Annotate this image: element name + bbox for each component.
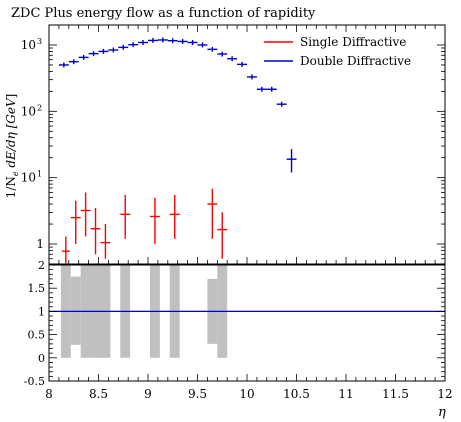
ratio-tick-label: 0.5: [28, 329, 46, 342]
data-point: [90, 207, 101, 255]
x-tick-label: 9: [144, 387, 152, 401]
data-point: [207, 188, 218, 239]
data-point: [187, 39, 198, 45]
data-point: [61, 236, 70, 264]
series-single-diffractive: [61, 188, 228, 264]
ratio-tick-label: 1.5: [28, 282, 46, 295]
ratio-tick-label: 0: [38, 352, 45, 365]
y-tick-label: 1: [36, 237, 44, 251]
data-point: [100, 224, 111, 259]
data-point: [227, 56, 238, 62]
data-point: [217, 212, 228, 259]
legend-entry-double: Double Diffractive: [264, 54, 411, 68]
data-point: [217, 51, 228, 57]
x-tick-label: 11: [338, 387, 353, 401]
x-tick-label: 10.5: [283, 387, 310, 401]
data-point: [276, 101, 287, 107]
data-point: [88, 51, 99, 57]
data-point: [148, 37, 158, 43]
svg-text:1/Ne dE/dη [GeV]: 1/Ne dE/dη [GeV]: [4, 94, 20, 199]
data-point: [80, 192, 91, 237]
data-point: [256, 86, 267, 92]
x-tick-label: 9.5: [188, 387, 207, 401]
data-point: [207, 46, 218, 52]
x-axis-label: η: [438, 405, 446, 420]
data-point: [108, 47, 119, 53]
y-tick-exponent: 2: [37, 103, 42, 112]
chart-title: ZDC Plus energy flow as a function of ra…: [11, 6, 316, 21]
ratio-band-1: [70, 276, 81, 345]
data-point: [149, 197, 160, 245]
x-tick-label: 11.5: [382, 387, 409, 401]
data-point: [78, 54, 89, 60]
data-point: [138, 39, 148, 45]
ylabel-end: ]: [4, 94, 18, 99]
x-tick-label: 8: [45, 387, 53, 401]
data-point: [197, 42, 208, 48]
data-point: [128, 42, 139, 48]
data-point: [118, 44, 129, 50]
ratio-tick-label: -0.5: [24, 375, 45, 388]
y-tick-label: 10: [21, 104, 36, 118]
data-point: [68, 59, 79, 65]
y-tick-label: 10: [21, 171, 36, 185]
data-point: [167, 38, 178, 44]
data-point: [157, 37, 168, 43]
x-tick-label: 10: [239, 387, 254, 401]
legend-entry-single: Single Diffractive: [264, 35, 406, 49]
ratio-ticks: -0.5 0 0.5 1 1.5 2: [24, 259, 445, 388]
x-tick-label: 8.5: [89, 387, 108, 401]
data-point: [169, 194, 180, 239]
data-point: [247, 74, 257, 80]
ylabel-unit: GeV: [4, 97, 18, 124]
series-double-diffractive: [58, 37, 297, 173]
data-point: [70, 200, 81, 245]
x-ticks: 8 8.5 9 9.5 10 10.5 11 11.5 12: [45, 25, 453, 401]
legend: Single Diffractive Double Diffractive: [264, 35, 411, 68]
y-axis-label: 1/Ne dE/dη [GeV]: [4, 94, 20, 199]
x-tick-label: 12: [437, 387, 452, 401]
y-tick-exponent: 3: [37, 37, 42, 46]
y-tick-label: 10: [21, 38, 36, 52]
y-tick-exponent: 1: [37, 170, 42, 179]
legend-label-double: Double Diffractive: [300, 54, 411, 68]
data-point: [266, 86, 277, 92]
legend-label-single: Single Diffractive: [300, 35, 406, 49]
ratio-tick-label: 1: [38, 305, 45, 318]
ratio-tick-label: 2: [38, 259, 45, 272]
data-point: [286, 149, 297, 173]
ylabel-sub: e: [11, 171, 20, 176]
data-point: [237, 61, 247, 67]
data-point: [120, 194, 131, 239]
ylabel-rest: dE/dη [: [4, 123, 18, 171]
data-point: [177, 38, 188, 44]
data-point: [98, 48, 109, 54]
data-point: [58, 62, 69, 68]
ylabel-prefix: 1/N: [4, 176, 18, 198]
